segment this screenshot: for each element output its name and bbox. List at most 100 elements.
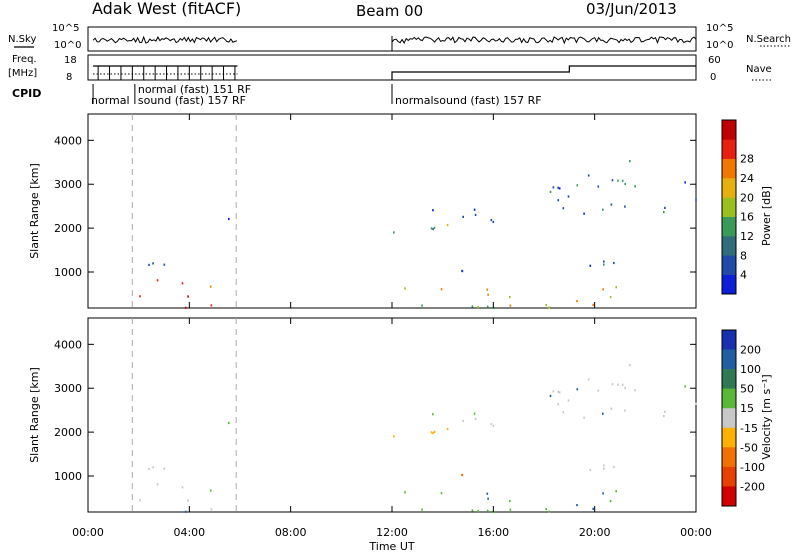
echo-cell (432, 413, 434, 416)
echo-cell (474, 213, 477, 216)
echo-cell (152, 262, 154, 265)
colorbar-swatch (722, 486, 736, 507)
echo-cell (602, 492, 604, 495)
echo-cell (148, 263, 150, 266)
x-tick-label: 08:00 (275, 526, 307, 539)
colorbar-swatch (722, 408, 736, 429)
x-tick-label: 04:00 (173, 526, 205, 539)
echo-cell (509, 304, 512, 307)
colorbar-tick: 20 (740, 191, 754, 204)
echo-cell (583, 416, 585, 419)
colorbar-tick: -100 (740, 461, 765, 474)
cpid-text: normalsound (fast) 157 RF (395, 94, 542, 107)
echo-cell (624, 205, 626, 208)
echo-cell (393, 435, 395, 438)
colorbar-swatch (722, 216, 736, 237)
echo-cell (440, 288, 443, 291)
echo-cell (552, 186, 555, 189)
cpid-text: normal (fast) 151 RF (138, 83, 251, 96)
echo-cell (433, 226, 436, 229)
nave-tick-top: 60 (708, 55, 721, 66)
echo-cell (486, 305, 489, 308)
echo-cell (587, 174, 590, 177)
colorbar-tick: 15 (740, 402, 754, 415)
echo-cell (624, 409, 626, 412)
echo-cell (156, 279, 159, 282)
echo-cell (163, 467, 166, 470)
echo-cell (603, 260, 605, 263)
velocity-data (139, 364, 697, 514)
power-colorbar: 4 8 12 16 20 24 28 (721, 119, 754, 295)
freq-tick-top: 18 (64, 55, 77, 66)
cpid-text: normal (91, 94, 130, 107)
echo-cell (610, 203, 613, 206)
echo-cell (567, 399, 570, 402)
colorbar-swatch (722, 158, 736, 179)
echo-cell (486, 492, 489, 495)
echo-cell (477, 509, 479, 513)
echo-cell (509, 296, 511, 299)
echo-cell (486, 288, 489, 291)
colorbar-swatch (722, 197, 736, 217)
nsky-label: N.Sky (8, 34, 36, 45)
freq-label: Freq. (12, 54, 37, 65)
echo-cell (209, 285, 212, 288)
echo-cell (474, 417, 477, 420)
echo-cell (695, 402, 697, 405)
echo-cell (562, 411, 565, 414)
echo-cell (477, 305, 479, 309)
beam-title: Beam 00 (356, 2, 423, 20)
echo-cell (663, 415, 665, 418)
echo-cell (624, 182, 626, 186)
echo-cell (602, 412, 604, 415)
echo-cell (634, 389, 636, 392)
nave-label: Nave (746, 64, 772, 75)
echo-cell (576, 300, 578, 303)
echo-cell (613, 261, 615, 265)
echo-cell (603, 467, 605, 470)
x-tick-label: 00:00 (680, 526, 712, 539)
echo-cell (545, 508, 547, 511)
echo-cell (558, 391, 561, 394)
echo-cell (490, 219, 493, 222)
echo-cell (440, 492, 443, 495)
echo-cell (471, 305, 474, 308)
echo-cell (558, 187, 561, 190)
echo-cell (473, 412, 476, 415)
colorbar-swatch (722, 427, 736, 448)
colorbar-tick: -15 (740, 422, 758, 435)
echo-cell (509, 508, 512, 511)
colorbar-swatch (722, 330, 736, 350)
echo-cell (493, 306, 495, 310)
colorbar-swatch (722, 349, 736, 370)
echo-cell (587, 378, 590, 381)
y-tick-label: 2000 (54, 426, 82, 439)
echo-cell (446, 428, 449, 431)
colorbar-swatch (722, 466, 736, 487)
velocity-ylabel: Slant Range [km] (28, 367, 41, 463)
echo-cell (597, 389, 600, 392)
colorbar-frame (721, 329, 737, 507)
echo-cell (228, 217, 230, 221)
colorbar-tick: 12 (740, 230, 754, 243)
freq-line (93, 65, 696, 80)
colorbar-tick: 28 (740, 153, 754, 166)
echo-cell (609, 296, 612, 299)
echo-cell (548, 510, 550, 513)
cpid-label: CPID (12, 87, 41, 100)
echo-cell (552, 390, 555, 393)
echo-cell (603, 464, 605, 467)
echo-cell (433, 430, 436, 433)
power-data (139, 160, 697, 310)
colorbar-swatch (722, 447, 736, 468)
x-tick-label: 12:00 (376, 526, 408, 539)
echo-cell (393, 231, 395, 234)
nsky-line (92, 35, 697, 45)
echo-cell (492, 424, 495, 428)
echo-cell (557, 390, 559, 393)
echo-cell (184, 510, 187, 513)
echo-cell (148, 467, 150, 470)
colorbar-swatch (722, 236, 736, 256)
echo-cell (139, 295, 141, 298)
colorbar-swatch (722, 388, 736, 409)
